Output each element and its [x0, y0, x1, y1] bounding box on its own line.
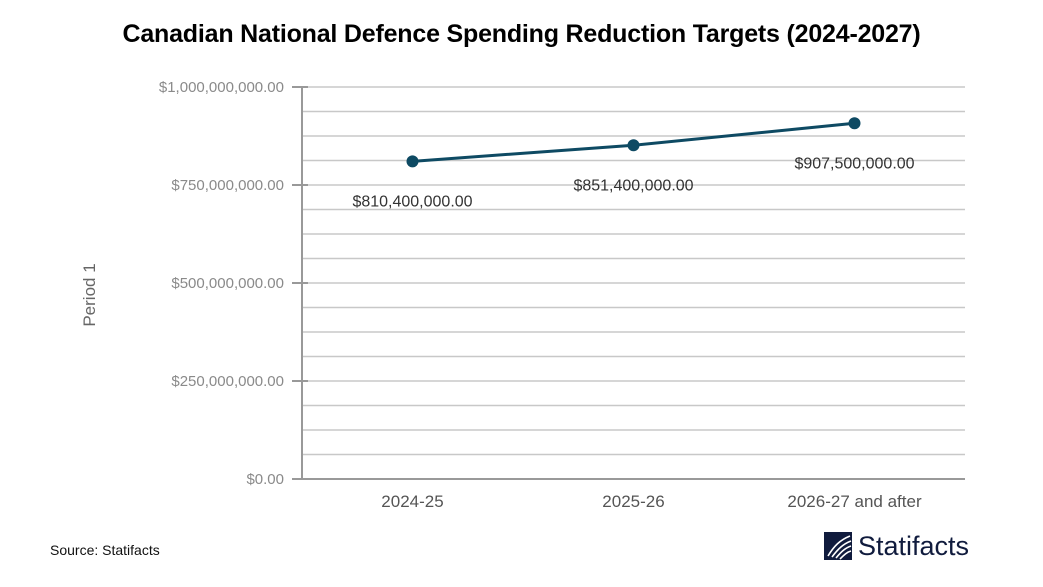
gridlines: [302, 86, 965, 456]
data-point: [627, 139, 640, 152]
y-tick-label: $250,000,000.00: [171, 373, 284, 390]
y-tick-label: $1,000,000,000.00: [159, 79, 284, 96]
brand-name: Statifacts: [858, 530, 970, 561]
chart-title: Canadian National Defence Spending Reduc…: [122, 20, 921, 48]
series: [406, 117, 861, 168]
data-label: $907,500,000.00: [794, 155, 914, 172]
data-label: $851,400,000.00: [573, 177, 693, 194]
brand-logo: Statifacts: [824, 530, 969, 562]
y-axis-ticks: $0.00 $250,000,000.00 $500,000,000.00 $750,…: [159, 79, 308, 488]
data-labels: $810,400,000.00 $851,400,000.00 $907,500,0…: [352, 155, 914, 210]
y-axis-label: Period 1: [80, 263, 99, 326]
source-note: Source: Statifacts: [50, 542, 160, 558]
data-point: [848, 117, 861, 130]
y-tick-label: $750,000,000.00: [171, 177, 284, 194]
x-tick-label: 2024-25: [381, 492, 443, 511]
y-tick-label: $0.00: [246, 471, 284, 488]
x-tick-label: 2025-26: [602, 492, 664, 511]
data-point: [406, 155, 419, 168]
x-tick-label: 2026-27 and after: [787, 492, 922, 511]
x-axis-ticks: 2024-25 2025-26 2026-27 and after: [381, 492, 922, 511]
data-label: $810,400,000.00: [352, 193, 472, 210]
statifacts-logo-icon: [824, 532, 852, 560]
y-tick-label: $500,000,000.00: [171, 275, 284, 292]
